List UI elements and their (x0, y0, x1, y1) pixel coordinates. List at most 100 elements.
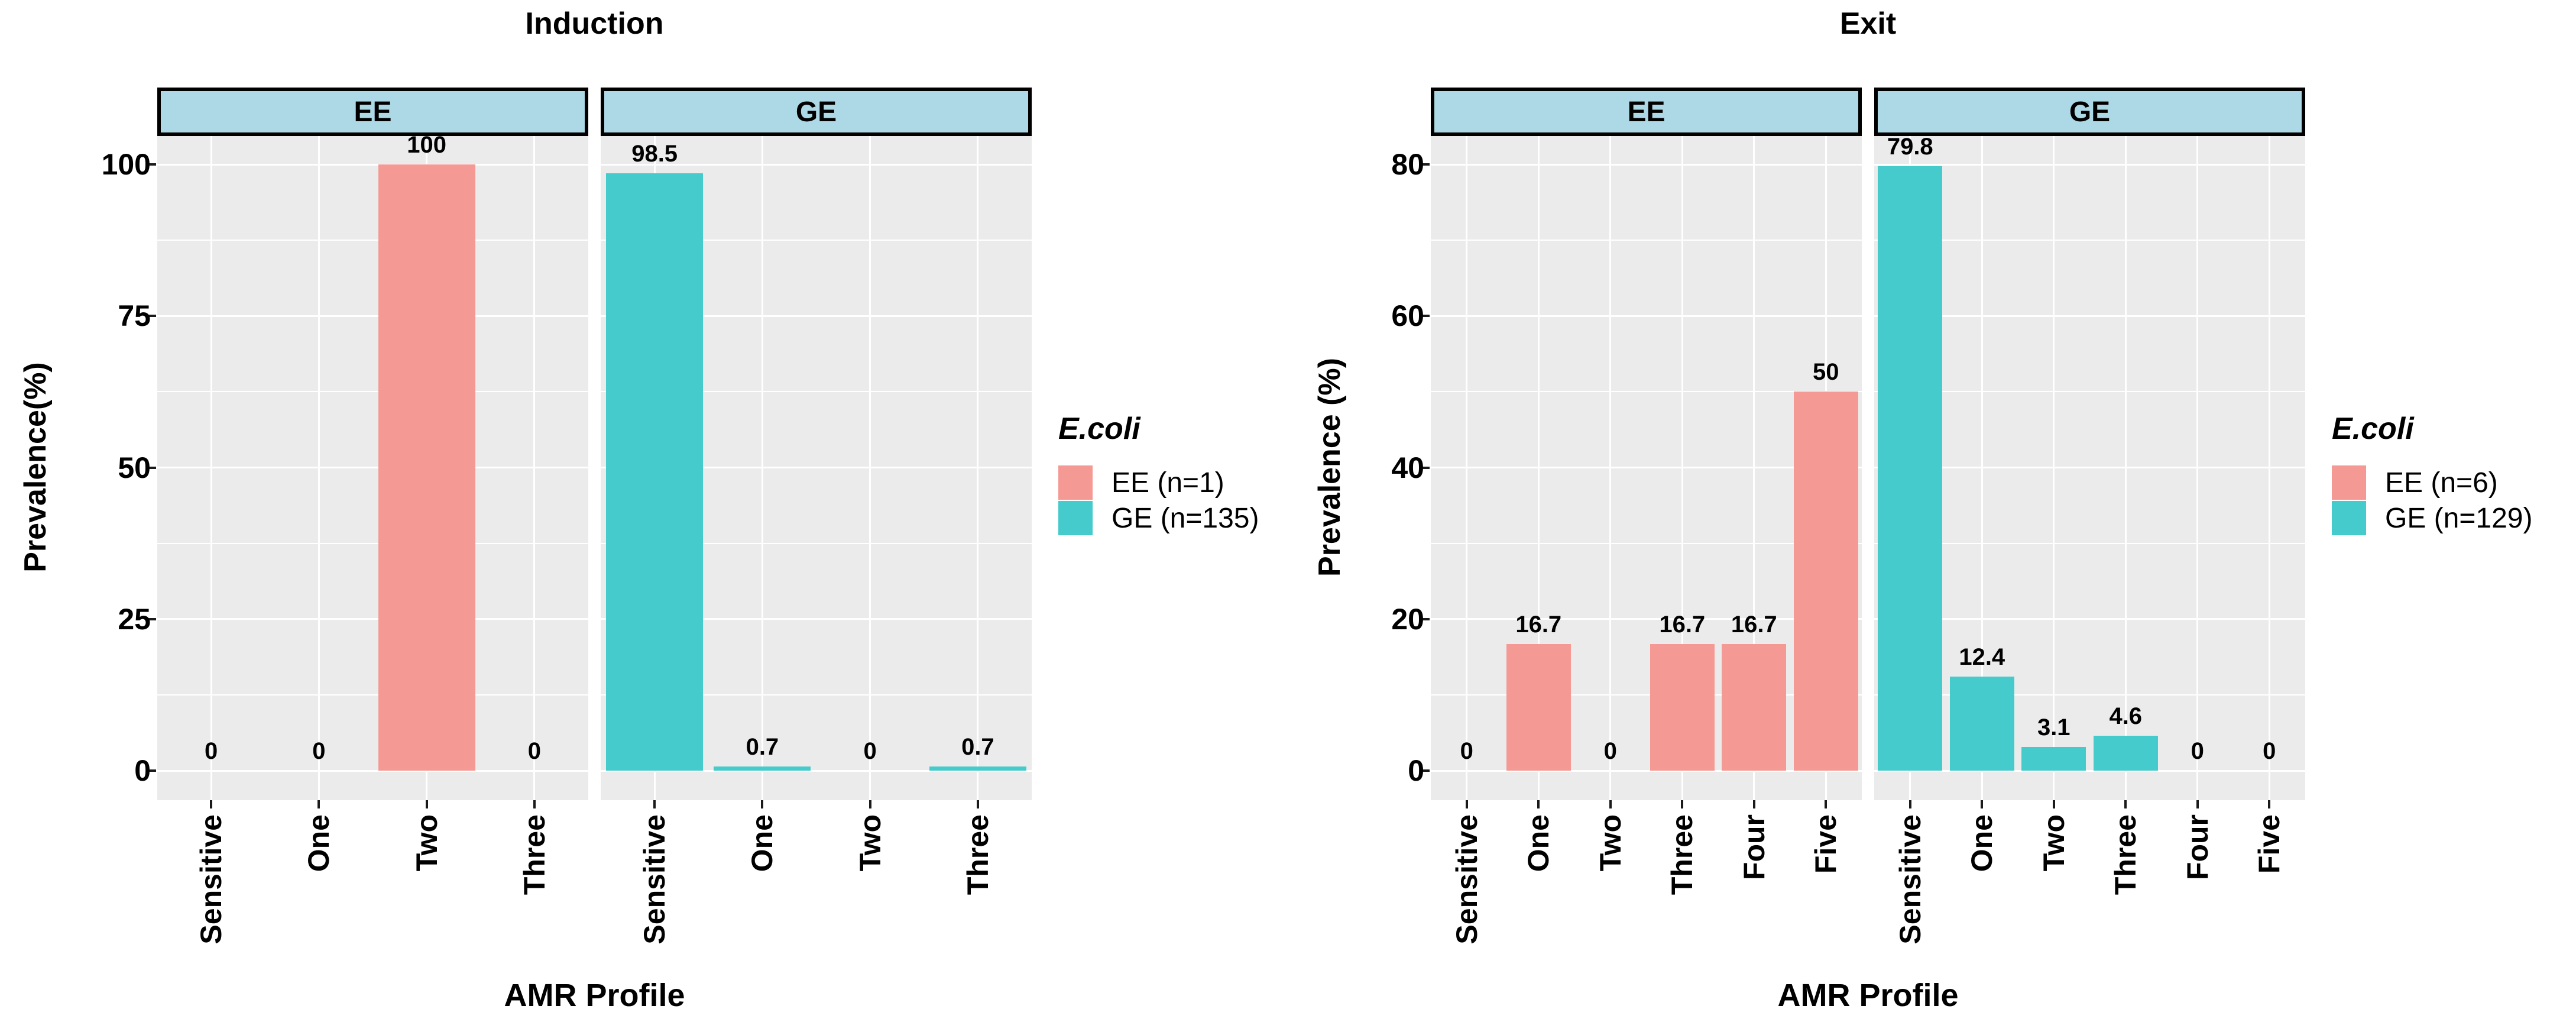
y-tick (148, 466, 156, 469)
gridline-x (869, 136, 871, 800)
legend-swatch (1058, 465, 1093, 500)
gridline-major-y (601, 163, 1032, 166)
gridline-x (533, 136, 536, 800)
legend-item: GE (n=135) (1058, 501, 1307, 535)
gridline-major-y (1431, 163, 1862, 166)
gridline-major-y (601, 618, 1032, 620)
x-tick (761, 800, 764, 808)
y-tick (1421, 466, 1430, 469)
gridline-x (1466, 136, 1468, 800)
x-tick-label: Three (2109, 814, 2143, 895)
legend-swatch (2332, 501, 2366, 535)
bar-ee-four (1722, 644, 1787, 771)
gridline-major-y (1874, 769, 2305, 772)
bar-value-label: 0 (2263, 738, 2276, 764)
facet-strip: GE (1874, 88, 2305, 136)
x-tick-label: Two (410, 814, 443, 872)
gridline-major-y (1874, 618, 2305, 620)
facet-strip-label: GE (795, 96, 837, 128)
gridline-major-y (1431, 769, 1862, 772)
gridline-x (317, 136, 320, 800)
bar-value-label: 0.7 (746, 733, 779, 760)
gridline-x (1753, 136, 1755, 800)
gridline-minor-y (1874, 694, 2305, 696)
x-tick (2196, 800, 2199, 808)
bar-value-label: 16.7 (1659, 612, 1706, 638)
bar-ge-three (929, 766, 1026, 771)
y-tick (148, 163, 156, 166)
x-tick (425, 800, 428, 808)
x-tick-label: Two (853, 814, 887, 872)
x-tick (1681, 800, 1684, 808)
x-axis-title: AMR Profile (504, 978, 685, 1013)
x-tick (1465, 800, 1468, 808)
x-tick (317, 800, 320, 808)
bar-value-label: 0 (1603, 738, 1617, 764)
gridline-x (1681, 136, 1683, 800)
gridline-x (2124, 136, 2127, 800)
gridline-x (761, 136, 763, 800)
bar-value-label: 0 (1460, 738, 1473, 764)
legend-items: EE (n=1) GE (n=135) (1058, 465, 1307, 535)
gridline-major-y (601, 467, 1032, 468)
y-tick-label: 0 (134, 754, 151, 787)
bar-value-label: 0 (527, 738, 541, 764)
x-tick (1537, 800, 1540, 808)
bar-value-label: 4.6 (2109, 703, 2143, 730)
y-tick (1421, 617, 1430, 620)
bar-ge-sensitive (606, 173, 704, 771)
gridline-major-y (601, 769, 1032, 772)
bar-value-label: 0 (312, 738, 326, 764)
gridline-minor-y (1431, 694, 1862, 696)
gridline-major-y (1874, 467, 2305, 468)
gridline-major-y (157, 315, 588, 317)
y-tick-label: 40 (1391, 451, 1424, 484)
x-tick-label: One (1965, 814, 1999, 872)
x-tick (2052, 800, 2055, 808)
gridline-x (2053, 136, 2055, 800)
legend: E.coli EE (n=6) GE (n=129) (2332, 411, 2576, 536)
x-tick-label: One (746, 814, 779, 872)
bar-value-label: 100 (407, 132, 446, 158)
chart-title: Exit (1839, 7, 1897, 41)
gridline-major-y (157, 467, 588, 468)
bar-value-label: 79.8 (1887, 133, 1933, 160)
x-tick-label: Four (2180, 814, 2214, 881)
bar-ge-one (714, 766, 811, 771)
chart-title: Induction (525, 7, 664, 41)
legend-item: EE (n=6) (2332, 465, 2576, 500)
y-tick-label: 75 (118, 299, 151, 333)
legend-label: GE (n=135) (1112, 502, 1259, 534)
x-tick (210, 800, 213, 808)
x-tick-label: Two (1593, 814, 1627, 872)
legend-title: E.coli (2332, 412, 2414, 446)
bar-ge-three (2093, 736, 2158, 771)
facet-strip-label: EE (1627, 96, 1666, 128)
legend-label: GE (n=129) (2385, 502, 2533, 534)
gridline-x (210, 136, 212, 800)
x-tick-label: Four (1737, 814, 1771, 881)
x-tick (1752, 800, 1755, 808)
x-tick-label: Five (1809, 814, 1843, 874)
gridline-minor-y (1874, 542, 2305, 544)
legend-swatch (1058, 501, 1093, 535)
gridline-major-y (1431, 315, 1862, 317)
x-tick (1908, 800, 1911, 808)
x-tick (869, 800, 871, 808)
gridline-minor-y (1431, 542, 1862, 544)
x-tick-label: Three (961, 814, 994, 895)
y-tick-label: 50 (118, 451, 151, 484)
facet-strip: EE (1431, 88, 1862, 136)
gridline-minor-y (157, 240, 588, 241)
x-tick-label: Sensitive (1893, 814, 1927, 945)
legend-title: E.coli (1058, 412, 1140, 446)
x-tick-label: One (1522, 814, 1556, 872)
x-tick-label: Three (1666, 814, 1699, 895)
x-tick (1609, 800, 1612, 808)
facet-strip: GE (601, 88, 1032, 136)
x-tick (976, 800, 979, 808)
legend-label: EE (n=1) (1112, 467, 1224, 499)
gridline-major-y (157, 163, 588, 166)
gridline-major-y (601, 315, 1032, 317)
legend-items: EE (n=6) GE (n=129) (2332, 465, 2576, 535)
